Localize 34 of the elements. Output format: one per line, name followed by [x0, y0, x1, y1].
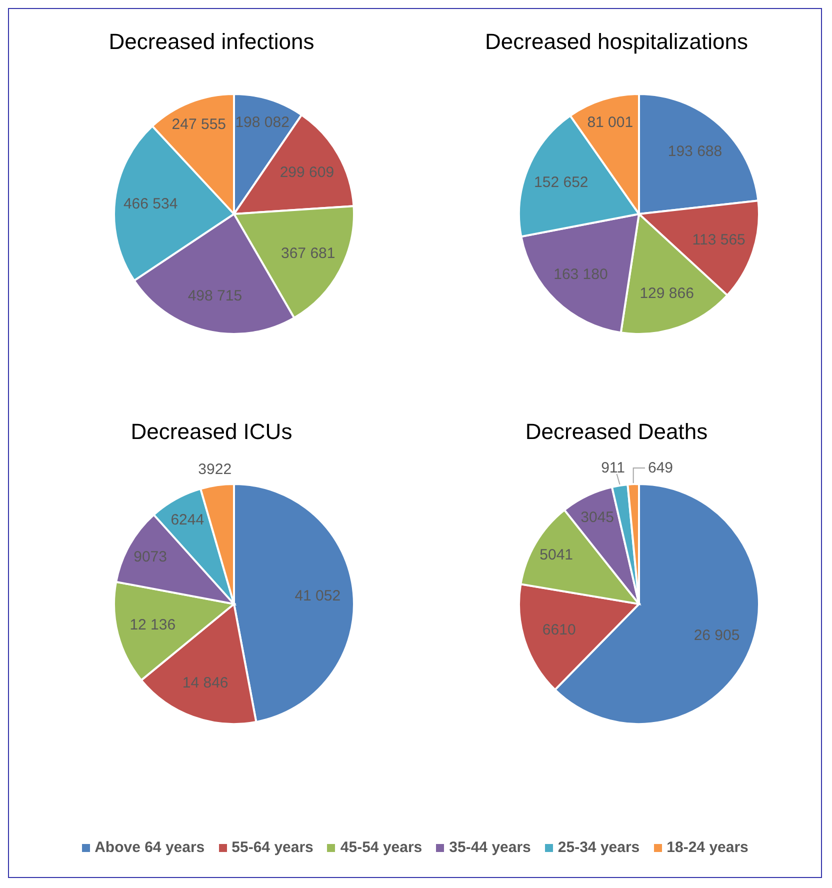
legend-label: 45-54 years — [340, 839, 422, 856]
data-label: 299 609 — [280, 164, 334, 181]
data-label: 3922 — [198, 460, 232, 478]
data-label: 9073 — [134, 548, 168, 566]
legend-label: Above 64 years — [94, 839, 205, 856]
data-label: 129 866 — [640, 284, 694, 302]
data-label: 367 681 — [281, 245, 336, 262]
legend-label: 18-24 years — [666, 839, 748, 856]
data-label: 81 001 — [587, 114, 634, 131]
chart-title: Decreased ICUs — [130, 419, 294, 446]
data-label: 12 136 — [130, 616, 176, 634]
chart-title: Decreased infections — [108, 29, 316, 56]
data-label: 6244 — [170, 512, 204, 529]
data-label: 466 534 — [123, 196, 178, 213]
data-label: 911 — [601, 460, 625, 476]
data-label: 5041 — [540, 546, 574, 564]
data-label: 163 180 — [554, 266, 608, 284]
data-label: 498 715 — [188, 287, 242, 304]
chart-title: Decreased hospitalizations — [484, 29, 749, 56]
data-label: 247 555 — [172, 116, 226, 134]
data-label: 198 082 — [235, 114, 290, 131]
legend-label: 55-64 years — [232, 839, 314, 856]
data-label: 193 688 — [668, 142, 722, 160]
legend-label: 25-34 years — [558, 839, 640, 856]
data-label: 6610 — [542, 621, 576, 638]
legend-label: 35-44 years — [449, 839, 531, 856]
data-label: 649 — [648, 460, 674, 476]
data-label: 14 846 — [182, 674, 228, 692]
data-label: 113 565 — [692, 232, 746, 249]
data-label: 3045 — [580, 509, 614, 526]
data-label: 41 052 — [294, 588, 341, 605]
data-label: 152 652 — [534, 174, 588, 191]
data-label: 26 905 — [694, 627, 740, 644]
chart-title: Decreased Deaths — [524, 419, 709, 446]
